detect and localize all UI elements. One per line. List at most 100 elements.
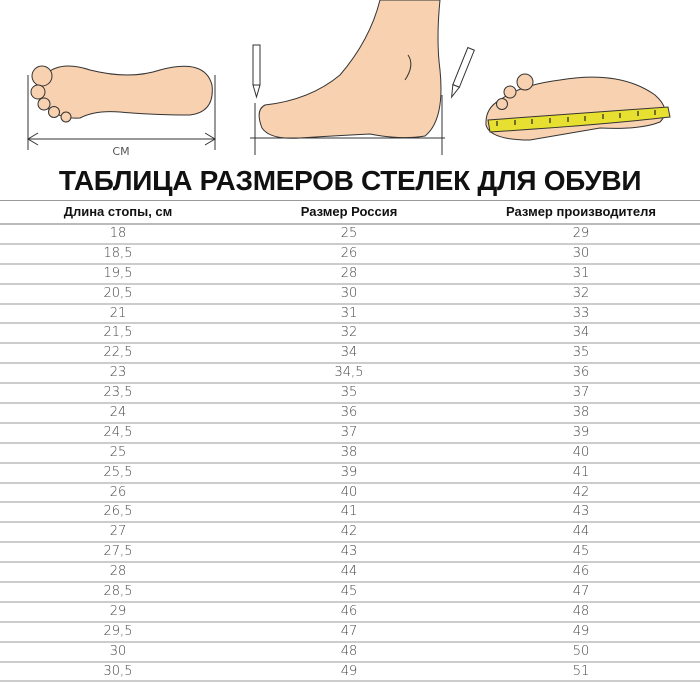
table-row: 30,5 49 51	[0, 663, 700, 683]
cell-foot-length: 22,5	[103, 345, 133, 361]
table-row: 25 38 40	[0, 444, 700, 464]
cell-russia-size: 25	[340, 226, 358, 241]
foot-with-tape-measure	[485, 73, 671, 141]
cell-russia-size: 44	[340, 564, 358, 580]
cell-russia-size: 39	[340, 464, 358, 480]
cell-foot-length: 30,5	[103, 663, 133, 679]
cell-manufacturer-size: 40	[572, 444, 590, 460]
cell-manufacturer-size: 29	[572, 226, 590, 241]
cell-manufacturer-size: 38	[572, 405, 590, 421]
cell-foot-length: 25,5	[103, 464, 133, 480]
table-row: 23,5 35 37	[0, 384, 700, 405]
table-row: 27 42 44	[0, 523, 700, 544]
table-row: 26,5 41 43	[0, 503, 700, 524]
cell-russia-size: 34,5	[334, 365, 364, 381]
cell-foot-length: 24,5	[103, 424, 133, 440]
table-row: 29,5 47 49	[0, 623, 700, 643]
table-header: Длина стопы, см Размер Россия Размер про…	[0, 200, 700, 225]
table-row: 21 31 33	[0, 305, 700, 325]
cell-russia-size: 38	[340, 444, 358, 460]
cell-manufacturer-size: 31	[572, 265, 590, 281]
cell-foot-length: 30	[109, 643, 127, 659]
cell-manufacturer-size: 43	[572, 504, 590, 520]
cell-foot-length: 18	[109, 226, 127, 241]
table-row: 30 48 50	[0, 643, 700, 663]
table-row: 28 44 46	[0, 563, 700, 584]
cell-foot-length: 19,5	[103, 265, 133, 281]
cell-foot-length: 25	[109, 444, 127, 460]
cell-foot-length: 26	[109, 484, 127, 500]
cell-russia-size: 30	[340, 285, 358, 301]
cell-manufacturer-size: 46	[572, 564, 590, 580]
cell-manufacturer-size: 45	[572, 544, 590, 560]
cell-russia-size: 49	[340, 663, 358, 679]
cell-foot-length: 24	[109, 405, 127, 421]
unit-label: СМ	[112, 145, 129, 158]
foot-measurement-illustration: СМ	[27, 0, 671, 158]
cell-russia-size: 43	[340, 544, 358, 560]
cell-russia-size: 32	[340, 325, 358, 341]
cell-manufacturer-size: 33	[572, 305, 590, 321]
table-row: 28,5 45 47	[0, 583, 700, 603]
foot-side-view	[250, 0, 445, 155]
cell-manufacturer-size: 35	[572, 345, 590, 361]
cell-russia-size: 45	[340, 584, 358, 600]
table-row: 22,5 34 35	[0, 344, 700, 365]
cell-russia-size: 34	[340, 345, 358, 361]
cell-foot-length: 26,5	[103, 504, 133, 520]
cell-manufacturer-size: 47	[572, 584, 590, 600]
table-row: 24 36 38	[0, 404, 700, 424]
cell-manufacturer-size: 30	[572, 245, 590, 261]
cell-foot-length: 28,5	[103, 584, 133, 600]
cell-manufacturer-size: 32	[572, 285, 590, 301]
column-header-manufacturer-size: Размер производителя	[506, 204, 656, 219]
table-row: 19,5 28 31	[0, 265, 700, 285]
cell-russia-size: 26	[340, 245, 358, 261]
table-row: 21,5 32 34	[0, 324, 700, 345]
cell-foot-length: 21	[109, 305, 127, 321]
table-row: 25,5 39 41	[0, 464, 700, 484]
cell-manufacturer-size: 50	[572, 643, 590, 659]
cell-manufacturer-size: 34	[572, 325, 590, 341]
cell-manufacturer-size: 48	[572, 603, 590, 619]
cell-russia-size: 31	[340, 305, 358, 321]
table-row: 29 46 48	[0, 603, 700, 623]
cell-russia-size: 40	[340, 484, 358, 500]
cell-manufacturer-size: 44	[572, 524, 590, 540]
column-header-russia-size: Размер Россия	[300, 204, 398, 219]
cell-manufacturer-size: 51	[572, 663, 590, 679]
table-row: 24,5 37 39	[0, 424, 700, 444]
table-row: 27,5 43 45	[0, 543, 700, 564]
cell-russia-size: 46	[340, 603, 358, 619]
cell-russia-size: 36	[340, 405, 358, 421]
cell-foot-length: 20,5	[103, 285, 133, 301]
table-row: 18 25 29	[0, 225, 700, 245]
cell-foot-length: 23	[109, 365, 127, 381]
pencil-icon	[252, 44, 261, 99]
cell-foot-length: 29	[109, 603, 127, 619]
cell-foot-length: 23,5	[103, 385, 133, 401]
cell-manufacturer-size: 42	[572, 484, 590, 500]
cell-foot-length: 28	[109, 564, 127, 580]
table-row: 23 34,5 36	[0, 364, 700, 385]
cell-manufacturer-size: 39	[572, 424, 590, 440]
cell-russia-size: 47	[340, 623, 358, 639]
cell-russia-size: 37	[340, 424, 358, 440]
cell-russia-size: 48	[340, 643, 358, 659]
cell-foot-length: 27,5	[103, 544, 133, 560]
pencil-icon	[450, 46, 475, 99]
size-table: Длина стопы, см Размер Россия Размер про…	[0, 200, 700, 683]
cell-manufacturer-size: 36	[572, 365, 590, 381]
foot-sole-with-ruler	[27, 65, 216, 150]
table-row: 20,5 30 32	[0, 285, 700, 305]
cell-foot-length: 21,5	[103, 325, 133, 341]
column-header-foot-length: Длина стопы, см	[63, 204, 173, 219]
cell-russia-size: 35	[340, 385, 358, 401]
cell-foot-length: 18,5	[103, 245, 133, 261]
cell-russia-size: 41	[340, 504, 358, 520]
page-title: ТАБЛИЦА РАЗМЕРОВ СТЕЛЕК ДЛЯ ОБУВИ	[58, 165, 642, 196]
table-row: 26 40 42	[0, 484, 700, 504]
cell-manufacturer-size: 49	[572, 623, 590, 639]
cell-russia-size: 28	[340, 265, 358, 281]
cell-manufacturer-size: 41	[572, 464, 590, 480]
